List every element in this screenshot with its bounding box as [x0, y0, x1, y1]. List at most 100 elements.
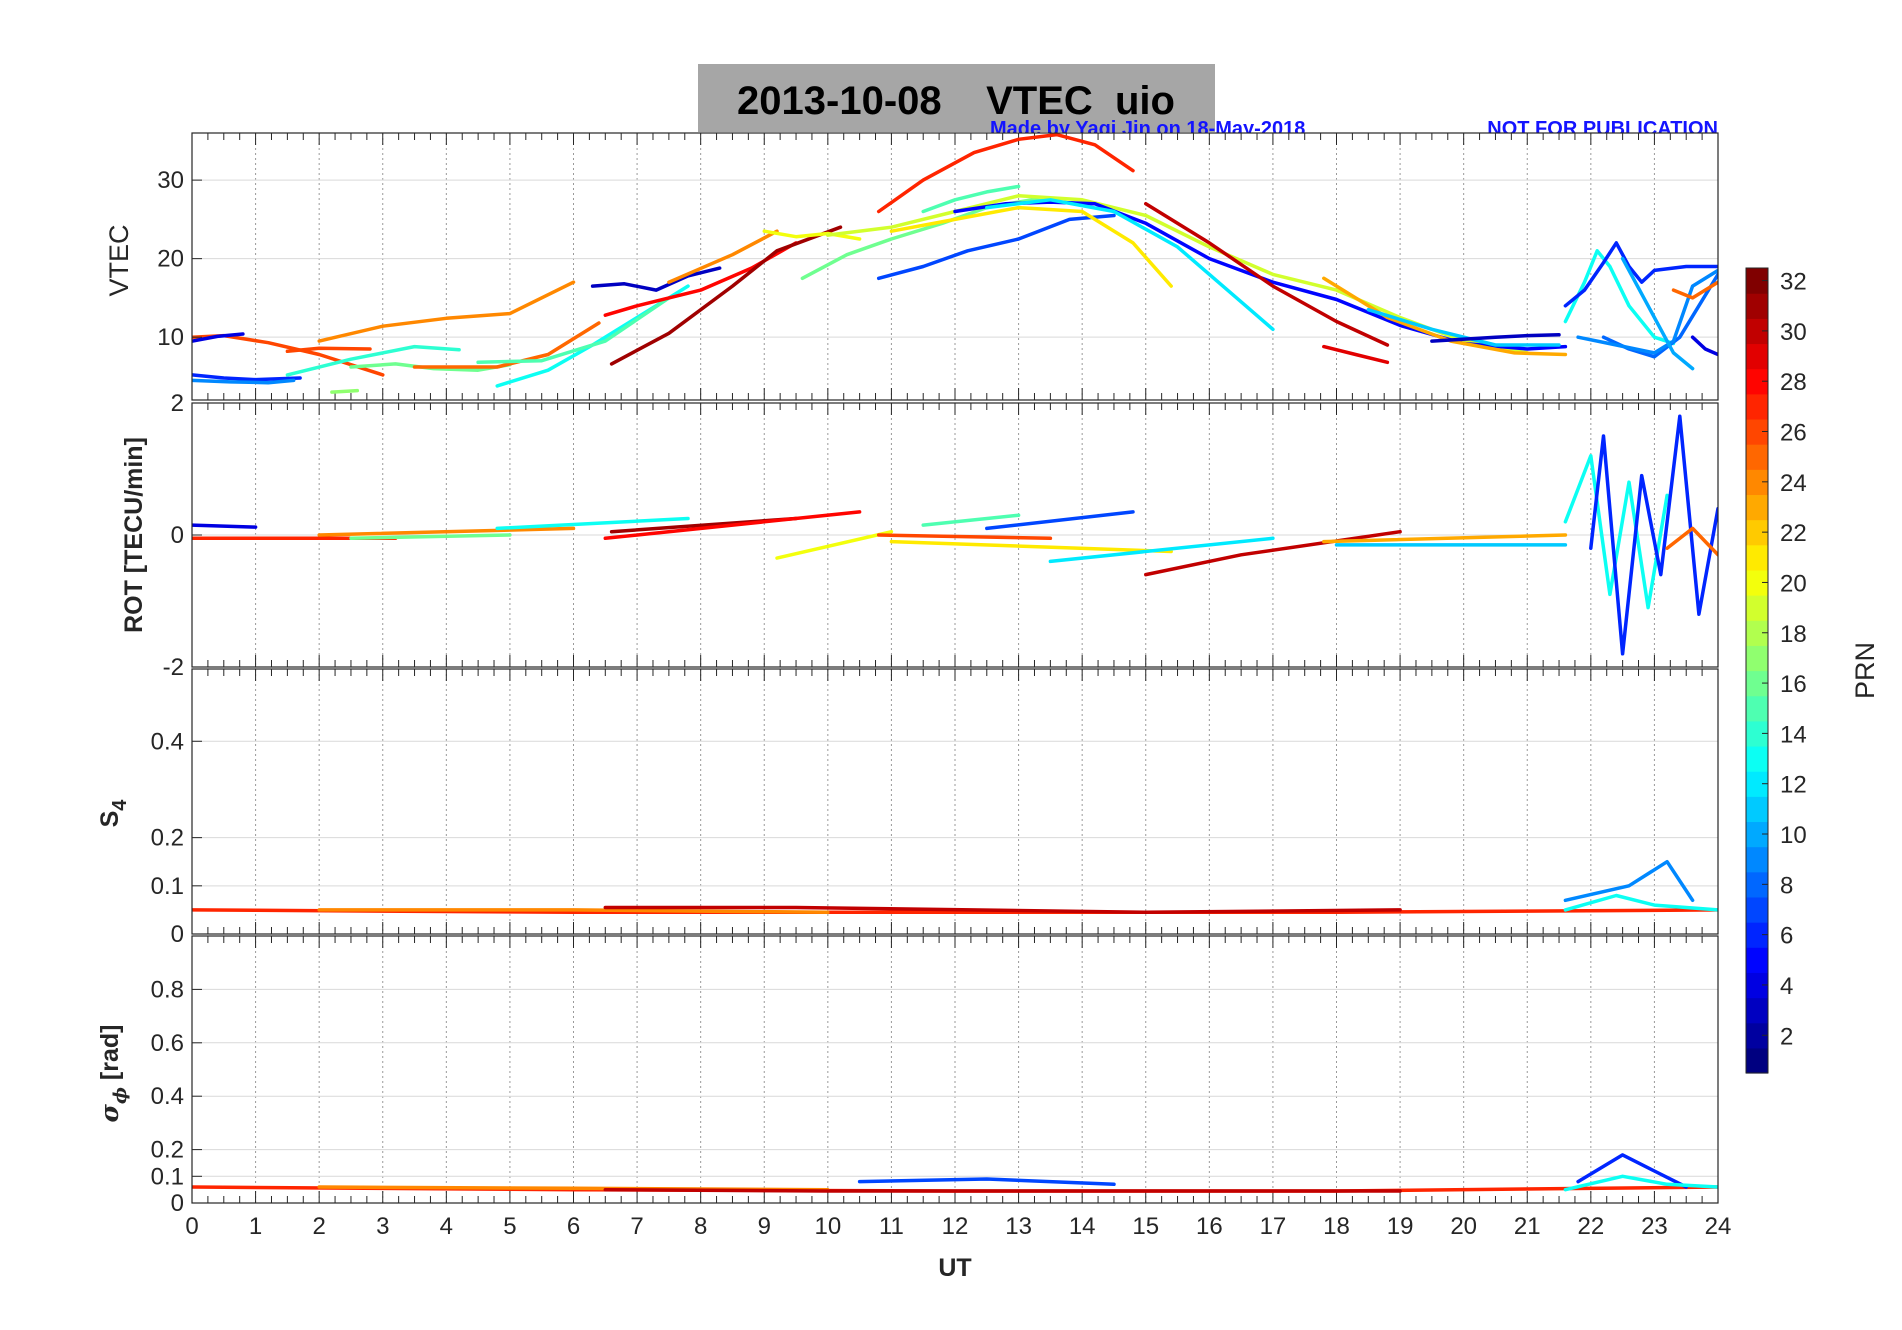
sigma-phi-panel: 00.10.20.40.60.8σϕ [rad]0 1 2 3 4 5 6 7 8 9 10 11 12…	[95, 935, 1731, 1282]
colorbar-segment	[1746, 871, 1768, 898]
colorbar-segment	[1746, 947, 1768, 973]
colorbar-segment	[1746, 368, 1768, 395]
x-tick-label: 6	[567, 1213, 580, 1240]
colorbar-segment	[1746, 720, 1768, 747]
x-tick-label: 4	[440, 1213, 453, 1240]
colorbar-segment	[1746, 444, 1768, 470]
colorbar-tick-label: 30	[1780, 319, 1807, 346]
series-line-prn-24	[317, 908, 830, 915]
y-tick-label: 10	[157, 324, 184, 351]
x-tick-label: 10	[814, 1213, 841, 1240]
x-tick-label: 12	[942, 1213, 969, 1240]
colorbar-tick-label: 12	[1780, 772, 1807, 799]
x-tick-label: 5	[503, 1213, 516, 1240]
series-line-prn-9	[192, 378, 296, 385]
x-tick-label: 21	[1514, 1213, 1541, 1240]
series-line-prn-30	[603, 905, 1402, 915]
series-line-prn-12	[1048, 536, 1275, 564]
colorbar-label: PRN	[1850, 642, 1880, 699]
series-line-prn-4	[192, 523, 258, 529]
x-tick-label: 11	[879, 1213, 904, 1240]
s4-axes-box	[191, 668, 1719, 935]
series-line-prn-4	[1690, 335, 1718, 357]
colorbar-segment	[1746, 595, 1768, 621]
series-line-prn-31	[609, 225, 843, 366]
colorbar-segment	[1746, 393, 1768, 420]
series-line-prn-3	[590, 266, 722, 292]
colorbar-segment	[1746, 997, 1768, 1024]
series-line-prn-7	[985, 510, 1135, 531]
y-axis-label: ROT [TECU/min]	[120, 437, 148, 633]
x-tick-label: 15	[1132, 1213, 1159, 1240]
series-line-prn-13	[1563, 454, 1669, 610]
series-line-prn-10	[1620, 256, 1695, 371]
x-tick-label: 14	[1069, 1213, 1096, 1240]
series-line-prn-21	[889, 205, 1173, 288]
colorbar-segment	[1746, 821, 1768, 848]
series-line-prn-6	[1576, 1153, 1688, 1189]
series-line-prn-17	[330, 388, 360, 394]
x-tick-label: 23	[1641, 1213, 1668, 1240]
y-axis-label: VTEC	[104, 224, 134, 296]
colorbar-segment	[1746, 922, 1768, 948]
series-line-prn-15	[921, 184, 1021, 214]
series-line-prn-13	[1563, 1174, 1718, 1192]
colorbar-segment	[1746, 519, 1768, 546]
colorbar-segment	[1746, 268, 1768, 294]
series-line-prn-4	[192, 332, 245, 343]
y-tick-label: 0	[171, 921, 184, 948]
y-tick-label: 20	[157, 246, 184, 273]
series-line-prn-3	[1430, 333, 1561, 343]
series-line-prn-11	[1366, 307, 1561, 347]
colorbar-tick-label: 8	[1780, 872, 1793, 899]
series-line-prn-23	[1322, 533, 1568, 544]
x-tick-label: 17	[1260, 1213, 1287, 1240]
x-axis-label: UT	[938, 1254, 971, 1282]
colorbar-segment	[1746, 972, 1768, 999]
series-line-prn-24	[317, 526, 576, 537]
colorbar-segment	[1746, 343, 1768, 370]
s4-panel: 0 0.1 0.2 0.4 S4	[96, 668, 1719, 948]
colorbar-tick-label: 10	[1780, 822, 1807, 849]
series-line-prn-26	[876, 533, 1053, 541]
y-tick-label: 30	[157, 167, 184, 194]
y-tick-label: 0.6	[151, 1030, 184, 1057]
y-tick-label: 0.1	[151, 1163, 184, 1190]
title-box	[698, 64, 1215, 132]
series-line-prn-14	[285, 344, 461, 377]
colorbar-segment	[1746, 745, 1768, 772]
colorbar-segment	[1746, 1047, 1768, 1074]
x-tick-label: 3	[376, 1213, 389, 1240]
vtec-axes-box	[191, 132, 1719, 401]
colorbar-segment	[1746, 670, 1768, 697]
colorbar-segment	[1746, 846, 1768, 873]
colorbar-tick-label: 26	[1780, 420, 1807, 447]
x-tick-label: 13	[1005, 1213, 1032, 1240]
colorbar-segment	[1746, 620, 1768, 646]
x-tick-label: 9	[758, 1213, 771, 1240]
series-line-prn-24	[317, 280, 576, 343]
series-line-prn-6	[1589, 414, 1718, 656]
colorbar-segment	[1746, 494, 1768, 521]
x-tick-label: 20	[1450, 1213, 1477, 1240]
vtec-series-group	[192, 133, 1718, 394]
colorbar-frame	[1745, 267, 1769, 1074]
series-line-prn-6	[1563, 241, 1718, 308]
colorbar-segment	[1746, 569, 1768, 596]
series-line-prn-7	[857, 1177, 1116, 1187]
y-axis-label: S4	[96, 799, 131, 828]
series-line-prn-13	[495, 516, 690, 531]
colorbar-segment	[1746, 418, 1768, 445]
series-line-prn-20	[762, 229, 862, 241]
colorbar-tick-label: 4	[1780, 973, 1793, 1000]
sigma-phi-plot-area	[192, 936, 1718, 1203]
colorbar-tick-label: 16	[1780, 671, 1807, 698]
y-tick-label: -2	[163, 654, 184, 681]
vtec-plot-area	[192, 133, 1718, 400]
x-tick-label: 1	[249, 1213, 262, 1240]
series-line-prn-30	[1144, 201, 1390, 347]
y-tick-label: 2	[171, 390, 184, 417]
y-tick-label: 0.2	[151, 825, 184, 852]
